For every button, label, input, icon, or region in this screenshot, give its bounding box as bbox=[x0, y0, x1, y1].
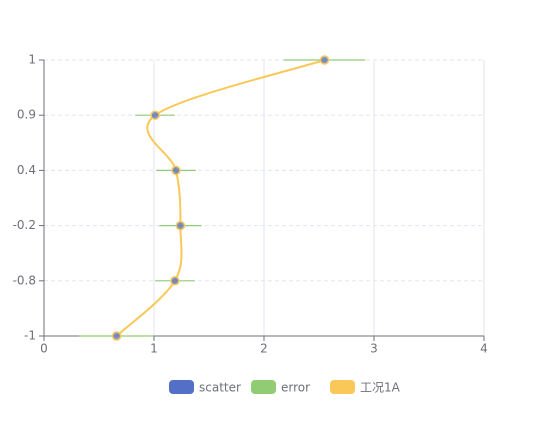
legend-label: scatter bbox=[199, 381, 241, 395]
legend-swatch bbox=[330, 380, 355, 394]
scatter-point bbox=[170, 276, 180, 286]
y-tick-label: 1 bbox=[28, 53, 36, 67]
y-tick-label: -0.2 bbox=[13, 218, 36, 232]
x-tick-label: 0 bbox=[40, 342, 48, 356]
legend-swatch bbox=[169, 380, 194, 394]
line bbox=[115, 59, 325, 337]
y-tick-label: -1 bbox=[24, 329, 36, 343]
x-tick-label: 1 bbox=[150, 342, 158, 356]
legend-label: 工况1A bbox=[360, 381, 401, 395]
scatter-point bbox=[150, 110, 160, 120]
y-tick-label: -0.8 bbox=[13, 273, 36, 287]
scatter-point bbox=[111, 331, 122, 341]
y-tick-label: 0.4 bbox=[17, 163, 36, 177]
x-tick-label: 3 bbox=[370, 342, 378, 356]
scatter-point bbox=[171, 165, 181, 176]
scatter-point bbox=[175, 220, 186, 231]
legend-label: error bbox=[281, 381, 310, 395]
x-tick-label: 4 bbox=[480, 342, 488, 356]
legend-swatch bbox=[251, 380, 276, 394]
y-tick-label: 0.9 bbox=[17, 108, 36, 122]
x-tick-label: 2 bbox=[260, 342, 268, 356]
scatter-point bbox=[319, 55, 330, 65]
